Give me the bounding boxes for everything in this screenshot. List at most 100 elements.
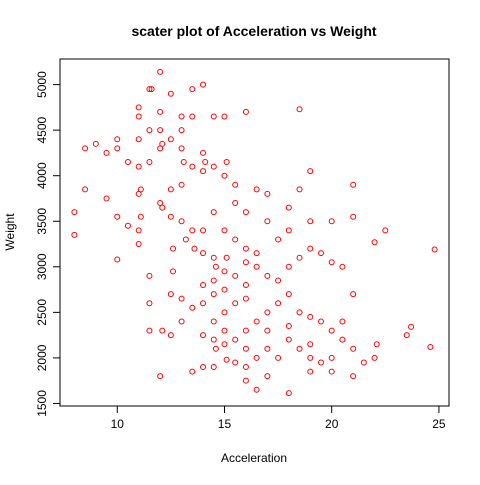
point (307, 368, 314, 375)
y-tick-label: 3000 (35, 253, 49, 280)
point (371, 239, 378, 246)
y-tick-label: 3500 (35, 208, 49, 235)
point (275, 300, 282, 307)
point (137, 213, 144, 220)
point (135, 136, 142, 143)
point (350, 373, 357, 380)
x-tick-label: 15 (218, 417, 232, 431)
point (135, 104, 142, 111)
point (178, 113, 185, 120)
point (350, 345, 357, 352)
point (178, 145, 185, 152)
point (427, 343, 434, 350)
point (232, 181, 239, 188)
point (180, 159, 187, 166)
point (328, 368, 335, 375)
point (71, 209, 78, 216)
point (170, 268, 177, 275)
point (202, 159, 209, 166)
point (339, 263, 346, 270)
point (232, 300, 239, 307)
point (285, 204, 292, 211)
point (307, 218, 314, 225)
point (253, 186, 260, 193)
point (124, 222, 131, 229)
point (189, 86, 196, 93)
point (221, 341, 228, 348)
point (210, 336, 217, 343)
y-tick-label: 5000 (35, 71, 49, 98)
point (210, 277, 217, 284)
point (350, 181, 357, 188)
point (264, 345, 271, 352)
point (200, 168, 207, 175)
point (189, 113, 196, 120)
point (221, 327, 228, 334)
point (221, 113, 228, 120)
point (296, 106, 303, 113)
point (307, 245, 314, 252)
point (178, 127, 185, 134)
point (212, 345, 219, 352)
point (328, 354, 335, 361)
point (253, 386, 260, 393)
point (92, 140, 99, 147)
point (167, 186, 174, 193)
point (253, 318, 260, 325)
point (285, 390, 292, 397)
point (242, 209, 249, 216)
point (328, 218, 335, 225)
y-tick-label: 4500 (35, 116, 49, 143)
point (296, 309, 303, 316)
point (114, 256, 121, 263)
point (135, 163, 142, 170)
point (200, 250, 207, 257)
point (285, 336, 292, 343)
point (146, 300, 153, 307)
y-tick-label: 1500 (35, 390, 49, 417)
point (328, 327, 335, 334)
point (253, 263, 260, 270)
x-tick-label: 10 (111, 417, 125, 431)
point (408, 323, 415, 330)
point (146, 327, 153, 334)
point (307, 341, 314, 348)
point (200, 149, 207, 156)
point (232, 359, 239, 366)
point (264, 190, 271, 197)
point (200, 81, 207, 88)
point (382, 227, 389, 234)
point (371, 354, 378, 361)
point (146, 127, 153, 134)
point (200, 332, 207, 339)
point (221, 268, 228, 275)
x-tick-label: 25 (432, 417, 446, 431)
point (296, 345, 303, 352)
point (328, 259, 335, 266)
point (264, 327, 271, 334)
point (242, 259, 249, 266)
point (210, 291, 217, 298)
point (167, 136, 174, 143)
point (178, 295, 185, 302)
point (242, 327, 249, 334)
point (114, 145, 121, 152)
point (285, 227, 292, 234)
point (253, 354, 260, 361)
point (146, 272, 153, 279)
point (242, 377, 249, 384)
point (296, 186, 303, 193)
point (232, 200, 239, 207)
point (146, 159, 153, 166)
point (178, 218, 185, 225)
point (103, 195, 110, 202)
point (82, 186, 89, 193)
point (191, 245, 198, 252)
point (373, 341, 380, 348)
point (223, 254, 230, 261)
point (178, 318, 185, 325)
point (242, 282, 249, 289)
point (159, 140, 166, 147)
